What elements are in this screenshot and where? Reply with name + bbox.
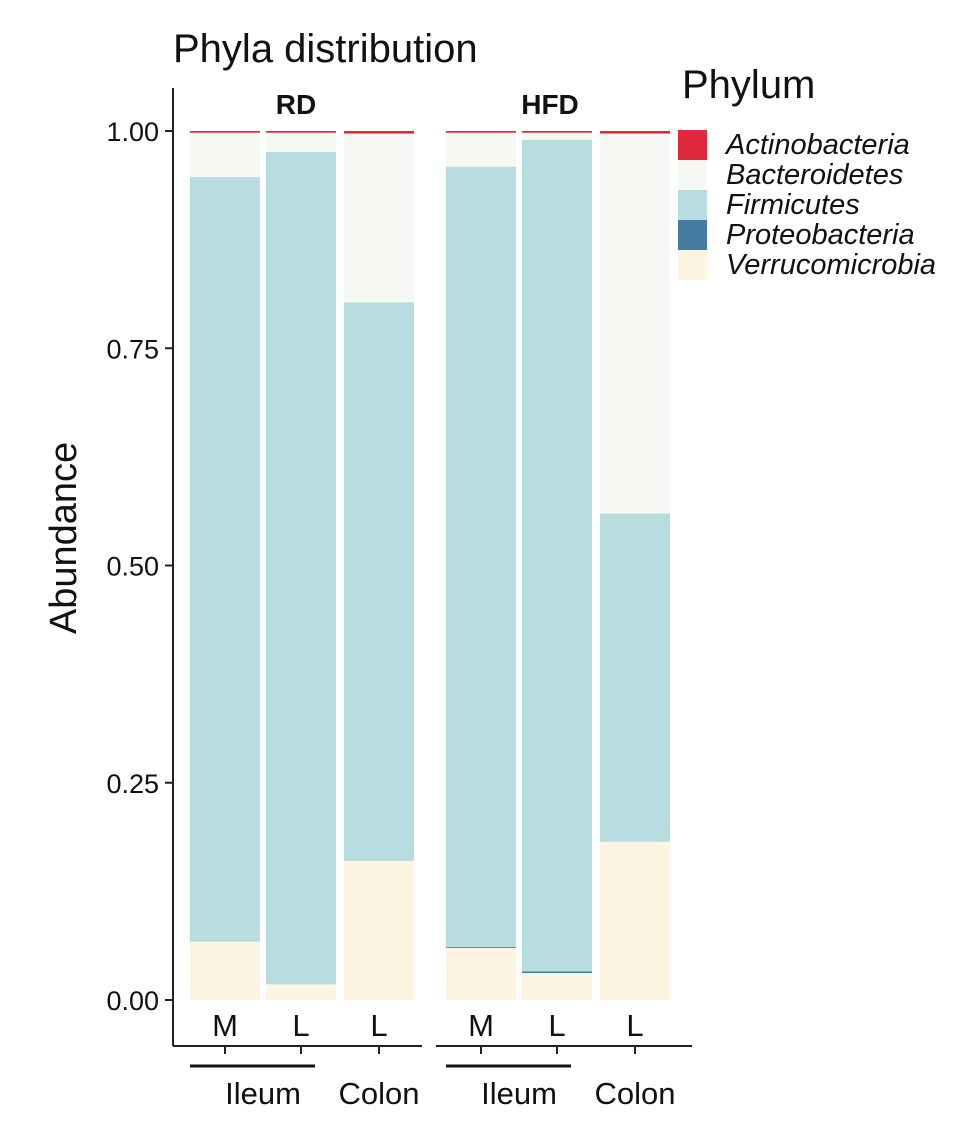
group-label-ileum: Ileum	[225, 1076, 301, 1111]
bar-hfd-1	[522, 131, 592, 1000]
x-tick-label: L	[292, 1008, 309, 1043]
y-tick-label: 0.25	[106, 769, 159, 799]
chart-title: Phyla distribution	[173, 27, 478, 71]
bar-segment-bacteroidetes	[344, 133, 414, 303]
bar-segment-actinobacteria	[600, 131, 670, 134]
bar-hfd-0	[446, 131, 516, 1000]
bar-rd-2	[344, 131, 414, 1000]
bar-segment-verrucomicrobia	[522, 973, 592, 1000]
y-tick-label: 0.00	[106, 986, 159, 1016]
x-tick-label: M	[212, 1008, 238, 1043]
legend-swatch-firmicutes	[678, 190, 707, 220]
bar-segment-verrucomicrobia	[600, 841, 670, 1000]
legend-swatch-actinobacteria	[678, 130, 707, 160]
bar-rd-1	[266, 131, 336, 1000]
bar-segment-firmicutes	[190, 177, 260, 942]
y-axis-title: Abundance	[43, 442, 85, 634]
bar-segment-bacteroidetes	[190, 132, 260, 178]
legend: Phylum ActinobacteriaBacteroidetesFirmic…	[678, 63, 936, 281]
x-tick-label: L	[370, 1008, 387, 1043]
bar-segment-bacteroidetes	[600, 133, 670, 514]
legend-label-bacteroidetes: Bacteroidetes	[726, 159, 903, 191]
group-label-colon: Colon	[595, 1076, 676, 1111]
bar-segment-verrucomicrobia	[446, 947, 516, 1000]
legend-swatch-bacteroidetes	[678, 160, 707, 190]
bar-segment-verrucomicrobia	[190, 941, 260, 1000]
bar-segment-firmicutes	[600, 513, 670, 842]
legend-label-actinobacteria: Actinobacteria	[724, 129, 910, 161]
bar-segment-actinobacteria	[266, 131, 336, 133]
legend-swatch-proteobacteria	[678, 220, 707, 250]
group-label-ileum: Ileum	[481, 1076, 557, 1111]
y-axis: 0.00 0.25 0.50 0.75 1.00	[106, 88, 174, 1046]
bar-segment-actinobacteria	[522, 131, 592, 133]
y-tick-label: 0.75	[106, 334, 159, 364]
bar-segment-verrucomicrobia	[344, 860, 414, 1000]
bar-segment-actinobacteria	[190, 131, 260, 133]
x-tick-label: L	[548, 1008, 565, 1043]
legend-label-verrucomicrobia: Verrucomicrobia	[726, 249, 936, 281]
facet-panels: RD M L L Ileum Colon HFD M L L Ileum Colon	[173, 89, 692, 1111]
facet-hfd: HFD M L L Ileum Colon	[436, 89, 692, 1111]
y-tick-label: 0.50	[106, 552, 159, 582]
legend-title: Phylum	[682, 63, 815, 107]
bar-segment-firmicutes	[522, 139, 592, 972]
bar-segment-bacteroidetes	[522, 132, 592, 140]
facet-rd: RD M L L Ileum Colon	[173, 89, 422, 1111]
x-tick-label: L	[626, 1008, 643, 1043]
bar-segment-firmicutes	[266, 151, 336, 985]
group-label-colon: Colon	[339, 1076, 420, 1111]
facet-label: RD	[276, 89, 316, 120]
x-tick-label: M	[468, 1008, 494, 1043]
bar-segment-bacteroidetes	[266, 132, 336, 152]
facet-label: HFD	[521, 89, 579, 120]
bar-segment-bacteroidetes	[446, 132, 516, 167]
bar-segment-verrucomicrobia	[266, 984, 336, 1000]
bar-segment-firmicutes	[344, 302, 414, 861]
bar-rd-0	[190, 131, 260, 1000]
bar-segment-proteobacteria	[446, 946, 516, 948]
bar-segment-actinobacteria	[446, 131, 516, 133]
legend-label-proteobacteria: Proteobacteria	[726, 219, 915, 251]
bar-segment-proteobacteria	[522, 971, 592, 974]
bar-segment-firmicutes	[446, 166, 516, 947]
y-tick-label: 1.00	[106, 117, 159, 147]
legend-label-firmicutes: Firmicutes	[726, 189, 860, 221]
legend-swatch-verrucomicrobia	[678, 250, 707, 280]
bar-segment-actinobacteria	[344, 131, 414, 134]
bar-hfd-2	[600, 131, 670, 1000]
